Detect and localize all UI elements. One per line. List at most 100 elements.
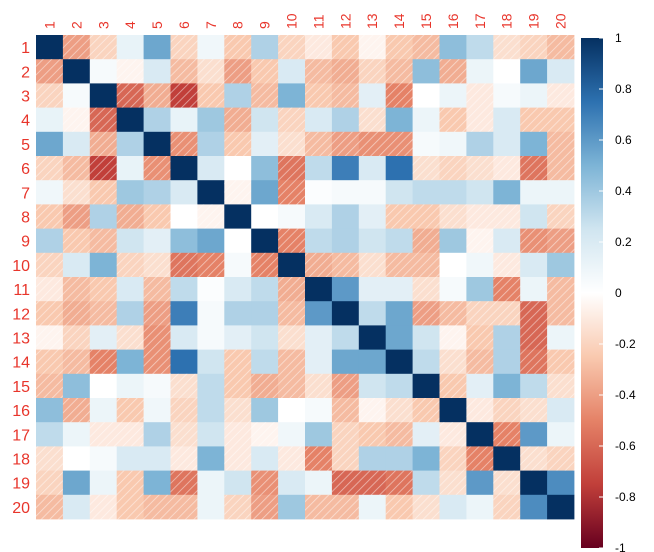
heatmap-cell-17-17 [466,422,494,447]
hatch-overlay-19-4 [116,470,144,496]
heatmap-cell-13-6 [170,325,198,350]
hatch-overlay-16-18 [493,398,521,423]
heatmap-cell-1-17 [466,35,494,60]
heatmap-cell-17-1 [36,422,64,447]
heatmap-cell-7-1 [36,180,64,205]
column-label-17: 17 [472,13,488,29]
hatch-overlay-6-3 [89,156,118,181]
heatmap-cell-20-20 [547,494,575,520]
heatmap-cell-6-6 [170,156,198,181]
heatmap-cell-1-16 [439,35,467,60]
heatmap-cell-7-20 [547,180,575,205]
heatmap-cell-7-6 [170,180,198,205]
hatch-overlay-15-10 [278,373,306,399]
legend-tick-label: -0.6 [615,439,636,453]
heatmap-cell-6-8 [224,156,252,181]
row-label-10: 10 [12,258,30,275]
hatch-overlay-14-17 [466,349,494,375]
hatch-overlay-10-6 [170,252,198,278]
hatch-overlay-1-19 [520,35,548,60]
legend-tick-label: -0.8 [615,490,636,504]
heatmap-cell-10-8 [224,252,252,278]
heatmap-cell-20-2 [62,494,91,520]
heatmap-cell-10-20 [547,252,575,278]
heatmap-cell-5-17 [466,131,494,157]
heatmap-cell-8-19 [520,204,548,229]
heatmap-cell-2-20 [547,59,575,84]
heatmap-cell-16-5 [143,398,171,423]
hatch-overlay-3-6 [170,83,198,108]
heatmap-cell-5-19 [520,131,548,157]
hatch-overlay-19-13 [358,470,387,496]
heatmap-cell-5-1 [36,131,64,157]
heatmap-cell-12-8 [224,301,252,326]
hatch-overlay-20-12 [331,494,360,520]
hatch-overlay-18-16 [439,446,467,471]
hatch-overlay-1-14 [385,35,413,60]
row-label-4: 4 [21,113,30,130]
heatmap-cell-3-3 [89,83,118,108]
hatch-overlay-6-17 [466,156,494,181]
hatch-overlay-18-1 [36,446,64,471]
heatmap-cell-17-10 [278,422,306,447]
heatmap-cell-14-9 [251,349,279,375]
heatmap-cell-8-10 [278,204,306,229]
column-label-11: 11 [310,14,326,29]
heatmap-cell-13-7 [197,325,225,350]
heatmap-cell-4-1 [36,107,64,133]
row-label-14: 14 [12,355,30,372]
heatmap-cell-9-13 [358,228,387,254]
hatch-overlay-10-1 [36,252,64,278]
heatmap-cell-11-16 [439,277,467,302]
hatch-overlay-9-10 [278,228,306,254]
column-label-8: 8 [230,21,246,29]
heatmap-cell-20-16 [439,494,467,520]
hatch-overlay-11-2 [62,277,91,302]
hatch-overlay-16-14 [385,398,413,423]
hatch-overlay-1-15 [412,35,440,60]
row-label-9: 9 [21,234,30,251]
hatch-overlay-1-18 [493,35,521,60]
heatmap-cell-17-19 [520,422,548,447]
hatch-overlay-15-16 [439,373,467,399]
row-label-15: 15 [12,379,30,396]
hatch-overlay-20-1 [36,494,64,520]
heatmap-cell-9-7 [197,228,225,254]
heatmap-cell-7-9 [251,180,279,205]
heatmap-cell-15-19 [520,373,548,399]
heatmap-cell-16-16 [439,398,467,423]
hatch-overlay-9-3 [89,228,118,254]
hatch-overlay-18-6 [170,446,198,471]
heatmap-cell-5-9 [251,131,279,157]
hatch-overlay-6-19 [520,156,548,181]
hatch-overlay-8-18 [493,204,521,229]
heatmap-cell-2-5 [143,59,171,84]
heatmap-cell-2-15 [412,59,440,84]
hatch-overlay-2-11 [305,59,333,84]
heatmap-cell-3-10 [278,83,306,108]
hatch-overlay-11-10 [278,277,306,302]
heatmap-cell-16-1 [36,398,64,423]
heatmap-cell-16-9 [251,398,279,423]
legend-colorbar [581,38,603,548]
heatmap-cell-19-5 [143,470,171,496]
heatmap-cell-8-11 [305,204,333,229]
column-label-9: 9 [257,21,273,29]
hatch-overlay-7-3 [89,180,118,205]
heatmap-cell-6-14 [385,156,413,181]
heatmap-cell-15-18 [493,373,521,399]
column-label-14: 14 [391,13,407,29]
hatch-overlay-18-11 [305,446,333,471]
heatmap-cell-14-18 [493,349,521,375]
hatch-overlay-12-3 [89,301,118,326]
hatch-overlay-5-11 [305,131,333,157]
hatch-overlay-19-1 [36,470,64,496]
hatch-overlay-3-5 [143,83,171,108]
hatch-overlay-17-12 [331,422,360,447]
hatch-overlay-10-14 [385,252,413,278]
hatch-overlay-15-12 [331,373,360,399]
heatmap-cell-13-12 [331,325,360,350]
heatmap-cell-20-7 [197,494,225,520]
heatmap-cell-11-9 [251,277,279,302]
hatch-overlay-10-13 [358,252,387,278]
